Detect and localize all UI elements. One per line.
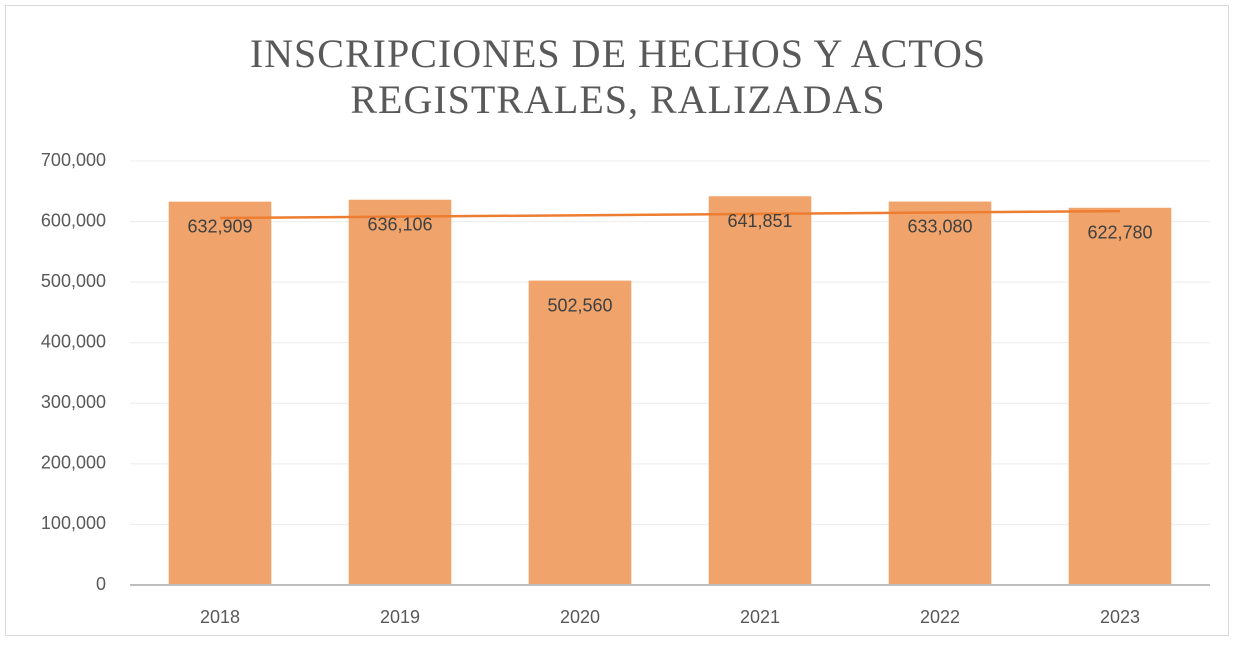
x-tick-label: 2023 xyxy=(1100,607,1140,627)
y-tick-label: 500,000 xyxy=(41,271,106,291)
data-label: 502,560 xyxy=(547,295,612,315)
x-tick-label: 2021 xyxy=(740,607,780,627)
bar xyxy=(348,199,452,585)
bar xyxy=(888,201,992,585)
y-tick-label: 700,000 xyxy=(41,150,106,170)
data-label: 641,851 xyxy=(727,211,792,231)
data-label: 633,080 xyxy=(907,216,972,236)
bar xyxy=(528,280,632,585)
data-label: 632,909 xyxy=(187,216,252,236)
bar xyxy=(708,196,812,585)
x-tick-label: 2020 xyxy=(560,607,600,627)
y-tick-label: 300,000 xyxy=(41,392,106,412)
x-tick-label: 2022 xyxy=(920,607,960,627)
x-tick-label: 2018 xyxy=(200,607,240,627)
x-tick-label: 2019 xyxy=(380,607,420,627)
y-tick-label: 100,000 xyxy=(41,513,106,533)
data-label: 622,780 xyxy=(1087,223,1152,243)
trendline xyxy=(219,209,1121,220)
y-tick-label: 600,000 xyxy=(41,210,106,230)
y-tick-label: 0 xyxy=(96,574,106,594)
chart-title: REGISTRALES, RALIZADAS xyxy=(350,77,885,122)
bar xyxy=(168,201,272,585)
bar xyxy=(1068,207,1172,585)
chart-title: INSCRIPCIONES DE HECHOS Y ACTOS xyxy=(250,31,986,76)
y-tick-label: 200,000 xyxy=(41,453,106,473)
data-label: 636,106 xyxy=(367,214,432,234)
y-tick-label: 400,000 xyxy=(41,331,106,351)
